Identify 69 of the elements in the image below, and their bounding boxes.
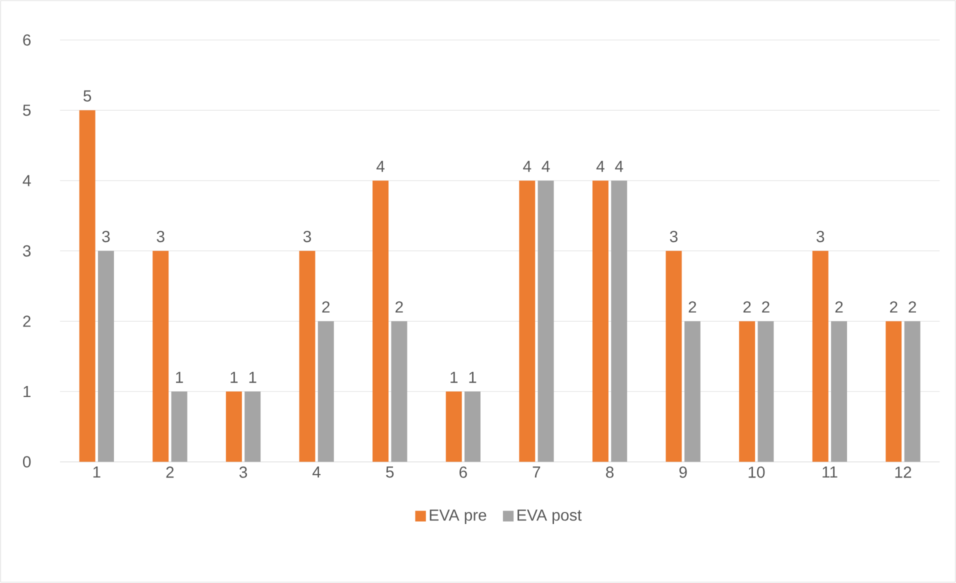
data-label: 1: [469, 372, 476, 383]
bar: [886, 321, 902, 462]
bar: [244, 392, 261, 462]
bar: [592, 180, 608, 462]
bar: [538, 180, 554, 462]
bar: [464, 392, 481, 462]
x-tick-label: 4: [312, 466, 321, 478]
data-label: 1: [249, 372, 256, 383]
x-tick-label: 5: [386, 466, 394, 478]
bar: [171, 392, 188, 462]
data-label: 3: [303, 230, 311, 242]
bar: [611, 180, 628, 462]
x-tick-label: 8: [606, 466, 614, 478]
bar: [318, 321, 334, 462]
data-label: 2: [396, 301, 403, 313]
bar: [446, 392, 462, 462]
legend-label: EVA post: [518, 510, 582, 524]
y-tick-label: 1: [24, 386, 30, 398]
data-label: 2: [835, 301, 843, 313]
y-tick-label: 2: [23, 316, 30, 327]
y-tick-label: 3: [22, 245, 31, 257]
data-label: 4: [542, 160, 550, 172]
data-label: 3: [102, 230, 110, 242]
bar: [299, 251, 316, 462]
bar: [79, 110, 96, 462]
data-label: 2: [890, 301, 898, 313]
x-tick-label: 10: [748, 466, 765, 478]
data-label: 1: [176, 372, 183, 383]
x-tick-label: 12: [895, 466, 912, 478]
data-label: 1: [450, 372, 458, 383]
legend-label: EVA pre: [430, 510, 486, 524]
data-label: 4: [615, 160, 624, 172]
data-label: 5: [84, 90, 92, 102]
data-label: 3: [816, 230, 824, 242]
x-tick-label: 7: [532, 466, 540, 478]
bar: [684, 321, 700, 462]
y-tick-label: 6: [23, 34, 31, 46]
bar: [758, 321, 774, 462]
data-label: 4: [376, 160, 385, 172]
bar: [904, 321, 920, 462]
y-tick-label: 4: [22, 175, 31, 186]
data-label: 1: [230, 372, 238, 383]
data-label: 4: [596, 160, 604, 172]
data-label: 2: [908, 301, 916, 313]
y-tick-label: 0: [23, 456, 31, 468]
data-label: 3: [670, 230, 678, 242]
data-label: 2: [688, 301, 696, 313]
bar: [372, 180, 389, 462]
bar: [152, 251, 169, 462]
x-tick-label: 11: [822, 466, 838, 478]
data-label: 4: [523, 160, 532, 172]
bar: [831, 321, 848, 462]
x-tick-label: 1: [93, 466, 100, 478]
x-tick-label: 6: [460, 466, 467, 478]
bar: [812, 251, 828, 462]
bar: [391, 321, 408, 462]
bar: [519, 180, 536, 462]
x-tick-label: 3: [239, 466, 247, 478]
data-label: 2: [322, 301, 330, 313]
bar: [98, 251, 114, 462]
bar: [226, 392, 242, 462]
y-tick-label: 5: [23, 104, 31, 116]
data-label: 2: [762, 301, 770, 313]
x-tick-label: 9: [679, 466, 687, 478]
bar: [666, 251, 682, 462]
data-label: 3: [156, 230, 164, 242]
x-tick-label: 2: [166, 466, 174, 478]
bar: [739, 321, 756, 462]
data-label: 2: [743, 301, 751, 313]
